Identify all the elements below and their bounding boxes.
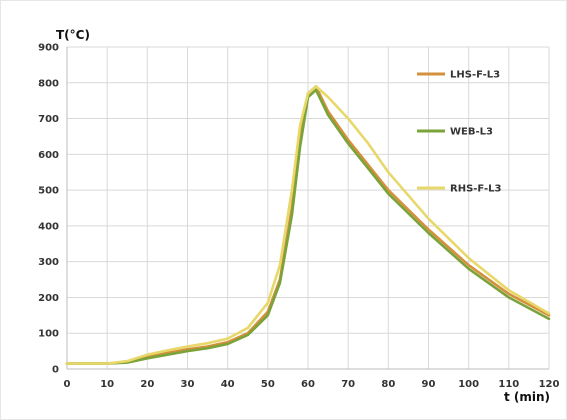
x-tick-label: 110 <box>498 379 519 390</box>
y-axis-title: T(°C) <box>56 28 90 42</box>
y-tick-label: 600 <box>38 150 59 161</box>
y-tick-label: 800 <box>38 78 59 89</box>
y-tick-label: 300 <box>38 257 59 268</box>
x-tick-label: 60 <box>301 379 315 390</box>
x-tick-label: 20 <box>140 379 154 390</box>
x-tick-label: 70 <box>341 379 355 390</box>
x-tick-label: 80 <box>381 379 395 390</box>
legend-label: RHS-F-L3 <box>450 184 501 195</box>
legend-label: WEB-L3 <box>450 127 493 138</box>
axes: 0 100 200 300 400 500 600 700 800 900 0 10 20 30 40 50 6… <box>38 43 559 391</box>
series-line-web-l3 <box>65 88 551 365</box>
x-tick-label: 0 <box>64 379 71 390</box>
series-lines <box>65 85 551 365</box>
y-tick-label: 900 <box>38 43 59 54</box>
y-tick-label: 400 <box>38 221 59 232</box>
x-tick-label: 120 <box>539 379 560 390</box>
y-tick-label: 100 <box>38 329 59 340</box>
x-tick-label: 50 <box>261 379 275 390</box>
x-tick-label: 30 <box>181 379 195 390</box>
y-tick-label: 200 <box>38 293 59 304</box>
x-tick-label: 40 <box>221 379 235 390</box>
x-axis-title: t (min) <box>504 390 550 404</box>
legend: LHS-F-L3 WEB-L3 RHS-F-L3 <box>417 70 501 195</box>
x-tick-label: 90 <box>422 379 436 390</box>
series-line-rhs-f-l3 <box>65 85 551 365</box>
y-tick-label: 500 <box>38 186 59 197</box>
legend-label: LHS-F-L3 <box>450 70 500 81</box>
y-tick-label: 0 <box>52 365 59 376</box>
x-tick-label: 10 <box>100 379 114 390</box>
y-tick-label: 700 <box>38 114 59 125</box>
x-tick-label: 100 <box>458 379 479 390</box>
